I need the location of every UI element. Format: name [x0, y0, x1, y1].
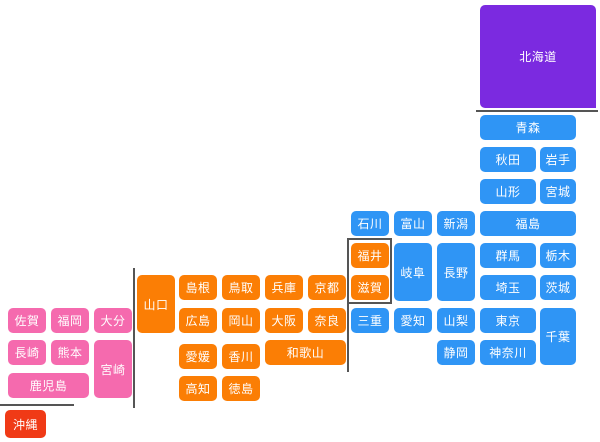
prefecture-shiga[interactable]: 滋賀: [351, 275, 389, 300]
prefecture-kumamoto[interactable]: 熊本: [51, 340, 89, 365]
prefecture-aomori[interactable]: 青森: [480, 115, 576, 140]
prefecture-aichi[interactable]: 愛知: [394, 308, 432, 333]
prefecture-toyama[interactable]: 富山: [394, 211, 432, 236]
kansai-boundary-vertical-line: [347, 238, 349, 372]
prefecture-nagasaki[interactable]: 長崎: [8, 340, 46, 365]
prefecture-iwate[interactable]: 岩手: [540, 147, 576, 172]
prefecture-mie[interactable]: 三重: [351, 308, 389, 333]
kansai-boundary-top-line: [347, 238, 392, 240]
prefecture-niigata[interactable]: 新潟: [437, 211, 475, 236]
kansai-boundary-bottom-line: [347, 302, 392, 304]
prefecture-saga[interactable]: 佐賀: [8, 308, 46, 333]
prefecture-kanagawa[interactable]: 神奈川: [480, 340, 536, 365]
prefecture-osaka[interactable]: 大阪: [265, 308, 303, 333]
prefecture-nagano[interactable]: 長野: [437, 243, 475, 301]
prefecture-wakayama[interactable]: 和歌山: [265, 340, 346, 365]
prefecture-miyazaki[interactable]: 宮崎: [94, 340, 132, 398]
prefecture-yamanashi[interactable]: 山梨: [437, 308, 475, 333]
prefecture-tokyo[interactable]: 東京: [480, 308, 536, 333]
okinawa-boundary-line: [0, 404, 74, 406]
prefecture-shizuoka[interactable]: 静岡: [437, 340, 475, 365]
prefecture-miyagi[interactable]: 宮城: [540, 179, 576, 204]
prefecture-ishikawa[interactable]: 石川: [351, 211, 389, 236]
prefecture-fukushima[interactable]: 福島: [480, 211, 576, 236]
prefecture-gifu[interactable]: 岐阜: [394, 243, 432, 301]
prefecture-yamagata[interactable]: 山形: [480, 179, 536, 204]
prefecture-kagoshima[interactable]: 鹿児島: [8, 373, 89, 398]
prefecture-oita[interactable]: 大分: [94, 308, 132, 333]
prefecture-saitama[interactable]: 埼玉: [480, 275, 536, 300]
prefecture-nara[interactable]: 奈良: [308, 308, 346, 333]
prefecture-tochigi[interactable]: 栃木: [540, 243, 576, 268]
prefecture-fukui[interactable]: 福井: [351, 243, 389, 268]
prefecture-hiroshima[interactable]: 広島: [179, 308, 217, 333]
prefecture-hyogo[interactable]: 兵庫: [265, 275, 303, 300]
prefecture-kyoto[interactable]: 京都: [308, 275, 346, 300]
prefecture-ehime[interactable]: 愛媛: [179, 344, 217, 369]
prefecture-akita[interactable]: 秋田: [480, 147, 536, 172]
prefecture-kochi[interactable]: 高知: [179, 376, 217, 401]
prefecture-tokushima[interactable]: 徳島: [222, 376, 260, 401]
kyushu-boundary-line: [133, 268, 135, 408]
hokkaido-boundary-line: [476, 110, 598, 112]
prefecture-yamaguchi[interactable]: 山口: [137, 275, 175, 333]
prefecture-chiba[interactable]: 千葉: [540, 308, 576, 365]
prefecture-gunma[interactable]: 群馬: [480, 243, 536, 268]
prefecture-hokkaido[interactable]: 北海道: [480, 5, 596, 108]
prefecture-kagawa[interactable]: 香川: [222, 344, 260, 369]
prefecture-tottori[interactable]: 鳥取: [222, 275, 260, 300]
prefecture-okayama[interactable]: 岡山: [222, 308, 260, 333]
prefecture-fukuoka[interactable]: 福岡: [51, 308, 89, 333]
kansai-boundary-right-line: [390, 238, 392, 304]
prefecture-shimane[interactable]: 島根: [179, 275, 217, 300]
prefecture-ibaraki[interactable]: 茨城: [540, 275, 576, 300]
prefecture-okinawa[interactable]: 沖縄: [5, 410, 46, 438]
